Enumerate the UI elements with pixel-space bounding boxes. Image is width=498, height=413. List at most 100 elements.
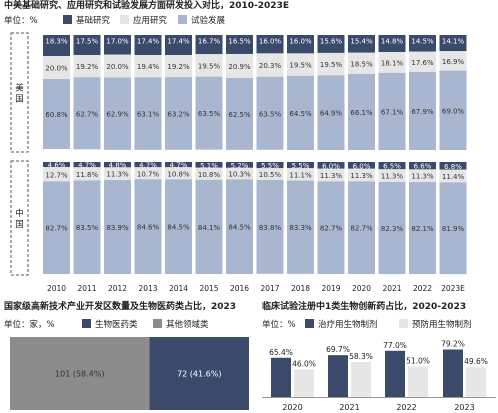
bar-value-label: 4.8%: [109, 162, 127, 170]
bar-value-label: 60.8%: [45, 111, 68, 119]
br-value-label: 51.0%: [406, 356, 430, 365]
bl-legend-swatch-bio: [82, 319, 91, 328]
bar-value-label: 6.6%: [414, 163, 432, 171]
bar-segment-us-2: [226, 78, 253, 150]
bar-segment-us-0: [104, 35, 131, 55]
bar-segment-us-1: [73, 55, 101, 78]
bar-value-label: 5.5%: [292, 162, 310, 170]
bar-value-label: 63.2%: [167, 110, 190, 118]
bar-value-label: 11.4%: [442, 173, 465, 181]
bar-segment-cn-2: [378, 181, 406, 275]
br-title: 临床试验注册中1类生物创新药占比，2020-2023: [262, 300, 466, 312]
bar-value-label: 6.8%: [444, 163, 462, 171]
br-bar-prevent: [294, 369, 314, 397]
bar-segment-us-0: [348, 35, 375, 53]
hbar-segment-other: [10, 337, 150, 410]
bar-segment-cn-1: [439, 169, 467, 183]
br-bar-therapy: [271, 357, 291, 397]
br-bar-therapy: [385, 350, 405, 397]
bar-value-label: 82.7%: [350, 225, 373, 233]
bar-value-label: 4.7%: [78, 162, 96, 170]
bl-legend-swatch-other: [153, 319, 162, 328]
bar-segment-cn-1: [195, 167, 223, 180]
bar-segment-us-2: [439, 70, 467, 150]
br-x-tick-label: 2020: [282, 403, 302, 412]
bar-value-label: 67.9%: [411, 108, 434, 116]
bar-segment-cn-1: [104, 167, 131, 181]
bar-value-label: 82.1%: [411, 225, 434, 233]
bar-value-label: 15.6%: [320, 38, 343, 46]
bar-value-label: 18.5%: [350, 60, 373, 68]
bar-value-label: 20.0%: [106, 63, 129, 71]
bar-segment-us-2: [43, 79, 70, 149]
top-chart-unit: 单位：%: [4, 15, 38, 26]
bar-segment-cn-1: [409, 169, 436, 183]
bar-value-label: 5.1%: [200, 162, 218, 170]
bar-value-label: 11.1%: [289, 171, 312, 179]
bar-value-label: 20.9%: [228, 63, 251, 71]
bar-value-label: 84.5%: [228, 224, 251, 232]
bar-segment-cn-0: [226, 162, 253, 168]
bar-segment-us-0: [134, 35, 162, 56]
bar-value-label: 83.9%: [106, 224, 129, 232]
bar-value-label: 11.3%: [320, 172, 343, 180]
bar-segment-cn-2: [195, 179, 223, 274]
bar-value-label: 84.1%: [198, 224, 221, 232]
bar-segment-cn-1: [134, 167, 162, 180]
bar-value-label: 12.7%: [45, 171, 68, 179]
bar-value-label: 6.0%: [322, 162, 340, 170]
bar-segment-cn-2: [256, 179, 284, 274]
br-x-tick-label: 2022: [396, 403, 416, 412]
bar-segment-cn-0: [134, 162, 162, 168]
bar-value-label: 17.4%: [167, 38, 190, 46]
bar-value-label: 63.5%: [198, 110, 221, 118]
panel-label-char: 国: [15, 95, 24, 105]
bar-segment-cn-1: [317, 168, 345, 182]
bar-segment-cn-0: [256, 162, 284, 169]
bar-value-label: 10.5%: [259, 171, 282, 179]
bar-value-label: 62.7%: [76, 110, 99, 118]
br-bar-therapy: [443, 349, 463, 397]
bar-value-label: 10.3%: [228, 171, 251, 179]
bar-segment-us-1: [43, 56, 70, 80]
x-tick-label: 2023E: [441, 284, 465, 293]
bar-segment-us-1: [348, 52, 375, 74]
bar-segment-us-1: [165, 55, 192, 78]
panel-label-char: 中: [15, 208, 24, 219]
br-value-label: 65.4%: [269, 348, 293, 357]
bar-segment-cn-0: [317, 162, 345, 169]
legend-swatch-experimental: [178, 15, 187, 24]
x-tick-label: 2019: [321, 284, 340, 293]
bar-value-label: 5.2%: [231, 162, 249, 170]
bar-segment-us-2: [348, 73, 375, 150]
bar-segment-us-0: [73, 35, 101, 56]
bar-segment-us-2: [165, 77, 192, 150]
bl-legend-other: 其他领域类: [166, 319, 209, 330]
bar-segment-us-1: [256, 53, 284, 77]
hbar-segment-bio: [149, 337, 249, 410]
bar-value-label: 17.0%: [106, 38, 129, 46]
bar-value-label: 16.5%: [228, 38, 251, 46]
bar-segment-cn-1: [226, 167, 253, 180]
bar-value-label: 19.5%: [320, 61, 343, 69]
bar-value-label: 15.4%: [350, 38, 373, 46]
legend-label-basic: 基础研究: [76, 15, 111, 26]
bar-value-label: 19.2%: [167, 63, 190, 71]
bar-segment-cn-1: [256, 168, 284, 180]
x-tick-label: 2018: [291, 284, 310, 293]
bar-value-label: 64.9%: [320, 110, 343, 118]
hbar-value-label: 72 (41.6%): [177, 370, 221, 379]
bar-value-label: 11.3%: [106, 171, 129, 179]
bar-segment-us-0: [439, 35, 467, 52]
bar-value-label: 16.9%: [442, 58, 465, 66]
x-tick-label: 2017: [260, 284, 279, 293]
panel-frame-us: [10, 32, 29, 153]
top-chart-title: 中美基础研究、应用研究和试验发展方面研发投入对比，2010-2023E: [4, 0, 289, 11]
bar-segment-us-1: [195, 54, 223, 77]
bar-value-label: 4.7%: [170, 162, 188, 170]
br-bar-prevent: [466, 367, 486, 397]
bar-value-label: 14.1%: [442, 38, 465, 46]
bar-segment-cn-0: [43, 162, 70, 168]
hbar-value-label: 101 (58.4%): [55, 370, 104, 379]
